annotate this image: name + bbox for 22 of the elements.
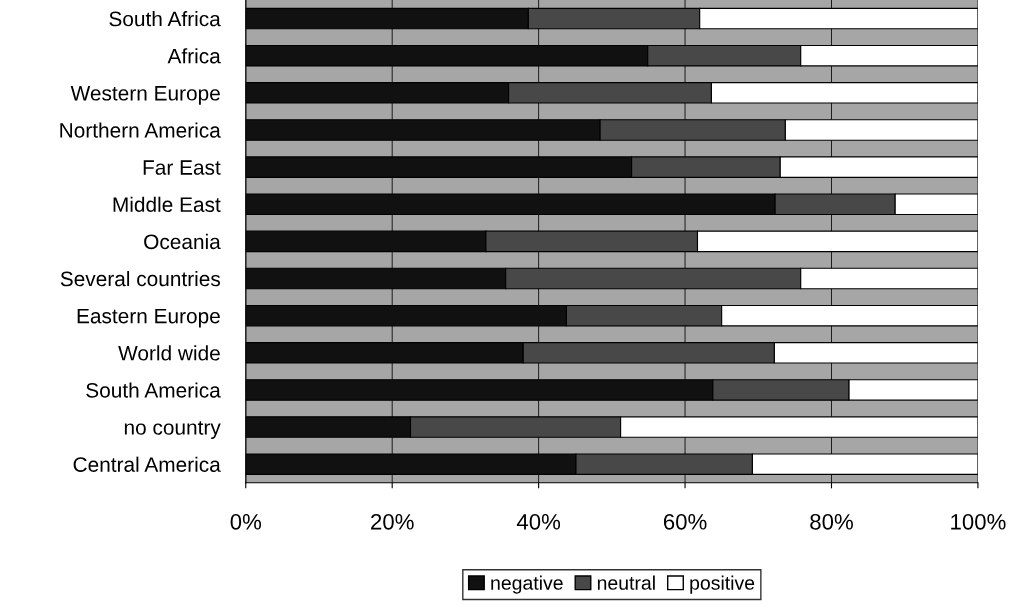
x-tick-label: 0%	[230, 513, 262, 530]
y-tick-label: Far East	[143, 160, 221, 175]
y-tick-label: Middle East	[113, 196, 221, 212]
x-tick-label: 40%	[516, 513, 561, 530]
legend-label: positive	[690, 575, 755, 594]
y-tick-label: South Africa	[109, 11, 221, 27]
y-tick-label: World wide	[118, 345, 220, 361]
x-tick-label: 80%	[810, 513, 853, 530]
legend-label: negative	[491, 575, 563, 594]
y-tick-label: no country	[124, 421, 221, 439]
y-tick-label: South America	[86, 382, 221, 398]
y-tick-label: Several countries	[60, 270, 221, 287]
y-tick-label: Oceania	[144, 233, 221, 250]
legend-label: neutral	[597, 575, 655, 590]
y-tick-label: Africa	[167, 48, 221, 64]
x-tick-label: 100%	[951, 513, 1006, 530]
y-tick-label: Eastern Europe	[77, 308, 220, 328]
y-tick-label: Northern America	[60, 122, 221, 138]
y-tick-label: Central America	[73, 456, 221, 472]
x-tick-label: 20%	[371, 513, 414, 530]
y-tick-label: Western Europe	[70, 86, 220, 105]
x-tick-label: 60%	[663, 513, 707, 530]
